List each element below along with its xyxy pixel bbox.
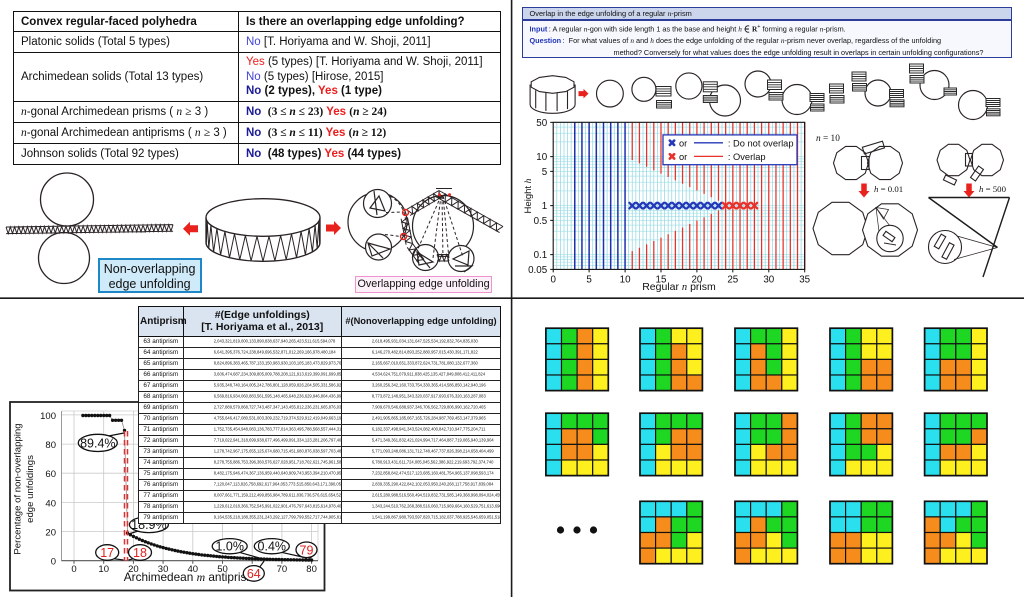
svg-text:1.0%: 1.0% — [215, 540, 244, 554]
svg-text:or: or — [679, 152, 687, 162]
svg-text:30: 30 — [763, 274, 774, 285]
svg-text:80: 80 — [45, 440, 56, 451]
svg-text:h = 0.01: h = 0.01 — [874, 184, 903, 194]
svg-text:40: 40 — [188, 564, 199, 575]
svg-text:20: 20 — [45, 528, 56, 539]
svg-text:20: 20 — [128, 564, 139, 575]
svg-text:80: 80 — [306, 564, 317, 575]
svg-text:30: 30 — [158, 564, 169, 575]
svg-text:0: 0 — [71, 564, 76, 575]
svg-text:35: 35 — [799, 274, 810, 285]
svg-text:5: 5 — [586, 274, 592, 285]
svg-text:17: 17 — [100, 546, 114, 560]
svg-text:: Do not overlap: : Do not overlap — [726, 138, 794, 148]
svg-text:10: 10 — [536, 152, 547, 163]
svg-text:n = 10: n = 10 — [816, 134, 840, 144]
svg-text:79: 79 — [300, 543, 314, 557]
svg-text:89.4%: 89.4% — [80, 436, 115, 450]
svg-text:100: 100 — [40, 411, 56, 422]
svg-text:20: 20 — [691, 274, 702, 285]
svg-text:0.4%: 0.4% — [258, 540, 287, 554]
svg-text:70: 70 — [277, 564, 288, 575]
svg-text:15: 15 — [656, 274, 667, 285]
svg-text:Height h: Height h — [523, 178, 534, 213]
svg-text:Regular n prism: Regular n prism — [642, 281, 716, 293]
svg-text:50: 50 — [217, 564, 228, 575]
svg-text:25: 25 — [727, 274, 738, 285]
svg-text:10: 10 — [98, 564, 109, 575]
svg-text:1: 1 — [542, 201, 547, 212]
svg-text:h = 500: h = 500 — [979, 184, 1007, 194]
svg-text:Archimedean m antiprism: Archimedean m antiprism — [124, 570, 257, 584]
svg-text:0.05: 0.05 — [528, 265, 548, 276]
svg-text:18: 18 — [133, 546, 147, 560]
svg-text:0: 0 — [550, 274, 556, 285]
svg-text:or: or — [679, 138, 687, 148]
svg-text:0: 0 — [51, 557, 56, 568]
svg-text:60: 60 — [45, 469, 56, 480]
svg-text:0.1: 0.1 — [534, 250, 548, 261]
svg-text:50: 50 — [536, 118, 547, 129]
svg-text:64: 64 — [247, 567, 261, 581]
svg-text:0.5: 0.5 — [534, 216, 548, 227]
svg-text:5: 5 — [542, 167, 548, 178]
svg-text:40: 40 — [45, 498, 56, 509]
svg-text:10: 10 — [620, 274, 631, 285]
svg-text:: Overlap: : Overlap — [726, 152, 766, 162]
